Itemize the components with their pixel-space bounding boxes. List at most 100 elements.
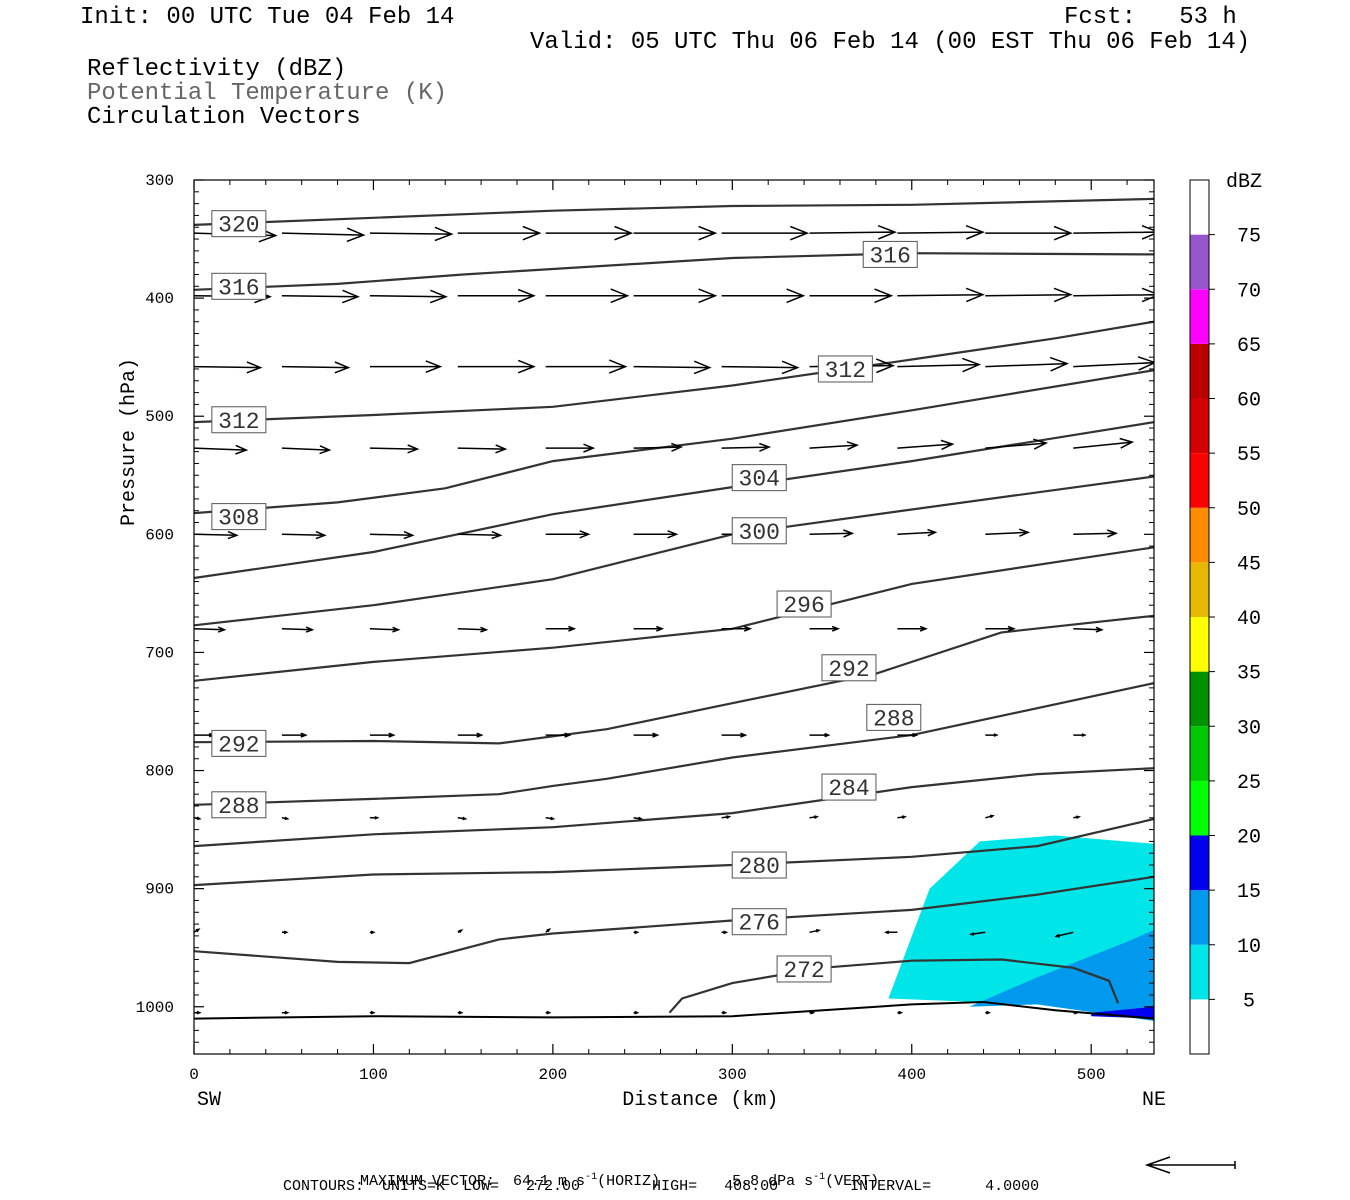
circulation-vector: [1073, 287, 1154, 303]
circulation-vector: [985, 528, 1031, 537]
circulation-vector: [194, 361, 263, 374]
circulation-vector: [897, 287, 985, 303]
circulation-vector: [369, 732, 396, 738]
circulation-vector: [1073, 529, 1119, 538]
x-tick-label: 0: [189, 1066, 199, 1084]
circulation-vector: [721, 288, 806, 304]
x-end-label-sw: SW: [197, 1089, 221, 1112]
colorbar-swatch-20: [1190, 780, 1209, 836]
colorbar-label: 25: [1237, 772, 1261, 795]
theta-contour-label-box: [731, 464, 787, 492]
y-tick-label: 400: [145, 290, 174, 308]
circulation-vector: [897, 625, 928, 632]
colorbar-label: 20: [1237, 827, 1261, 850]
circulation-vector: [897, 439, 955, 451]
circulation-vector: [985, 356, 1070, 372]
circulation-vector: [809, 224, 898, 240]
x-end-label-ne: NE: [1142, 1089, 1166, 1112]
circulation-vector: [281, 1010, 290, 1015]
colorbar-swatch-70: [1190, 234, 1209, 290]
theta-contour-label: 304: [739, 467, 780, 493]
circulation-vector: [985, 225, 1073, 241]
colorbar-swatch-30: [1190, 671, 1209, 727]
colorbar-label: 35: [1237, 663, 1261, 686]
circulation-vector: [897, 732, 919, 738]
colorbar-label: 15: [1237, 881, 1261, 904]
colorbar-title: dBZ: [1226, 171, 1262, 194]
max-vector-vert-value: 5.8 dPa s: [732, 1173, 814, 1190]
circulation-vector: [369, 360, 443, 373]
circulation-vector: [1073, 626, 1104, 633]
theta-contour-288: [194, 682, 1154, 806]
theta-contour-308: [194, 369, 1154, 515]
colorbar-swatch-65: [1190, 289, 1209, 344]
circulation-vector: [457, 626, 489, 633]
colorbar-swatch-55: [1190, 398, 1209, 454]
theta-contour-label-box: [211, 272, 267, 300]
colorbar-label: 40: [1237, 608, 1261, 631]
max-vector-horiz-value: MAXIMUM VECTOR: 64.1 m s: [360, 1173, 586, 1190]
colorbar-label: 45: [1237, 553, 1261, 576]
circulation-vector: [721, 625, 753, 632]
circulation-vector: [369, 930, 376, 935]
circulation-vector: [633, 625, 665, 632]
x-tick-label: 300: [718, 1066, 747, 1084]
theta-contour-label: 284: [828, 776, 869, 802]
max-vector-note: MAXIMUM VECTOR: 64.1 m s-1(HORIZ) 5.8 dP…: [342, 1158, 879, 1190]
theta-contour-label-box: [211, 791, 267, 819]
colorbar-swatch-5: [1190, 944, 1209, 1000]
colorbar-swatch-15: [1190, 835, 1209, 891]
circulation-vector: [545, 928, 552, 933]
theta-contour-label: 288: [218, 794, 259, 820]
circulation-vector: [194, 928, 201, 933]
circulation-vector: [457, 288, 536, 303]
theta-contour-label-box: [821, 773, 877, 801]
theta-contour-label: 316: [218, 275, 259, 301]
colorbar-swatch-60: [1190, 343, 1209, 399]
colorbar-label: 75: [1237, 226, 1261, 249]
circulation-vector: [281, 361, 351, 374]
circulation-vector: [985, 733, 999, 737]
circulation-vector: [633, 530, 679, 539]
circulation-vector: [281, 227, 366, 243]
theta-contour-label-box: [866, 703, 922, 731]
circulation-vector: [545, 359, 628, 374]
valid-time: Valid: 05 UTC Thu 06 Feb 14 (00 EST Thu …: [530, 29, 1251, 56]
theta-contour-label-box: [776, 590, 832, 618]
circulation-vector: [1073, 815, 1082, 820]
theta-contour-label-box: [817, 355, 873, 383]
circulation-vector: [721, 225, 810, 241]
circulation-vector: [457, 444, 508, 454]
theta-contour-label: 288: [873, 706, 914, 732]
circulation-vector: [721, 1010, 728, 1015]
y-tick-label: 700: [145, 644, 174, 662]
circulation-vector: [633, 1010, 640, 1015]
circulation-vector: [281, 732, 308, 738]
field-label-theta: Potential Temperature (K): [87, 80, 448, 107]
colorbar-swatch-10: [1190, 890, 1209, 945]
circulation-vector: [809, 288, 894, 304]
circulation-vector: [721, 930, 729, 935]
theta-contour-label: 272: [783, 958, 824, 984]
circulation-vector: [633, 225, 718, 241]
circulation-vector: [721, 442, 772, 452]
colorbar-label: 30: [1237, 717, 1261, 740]
theta-contour-312: [194, 320, 1154, 424]
theta-contour-label-box: [211, 406, 267, 434]
field-label-vectors: Circulation Vectors: [87, 104, 361, 131]
circulation-vector: [281, 289, 360, 304]
circulation-vector: [545, 732, 572, 738]
theta-contour-label-box: [731, 517, 787, 545]
theta-contour-label-box: [731, 851, 787, 879]
circulation-vector: [809, 815, 820, 819]
init-time: Init: 00 UTC Tue 04 Feb 14: [80, 4, 455, 31]
theta-contour-284: [194, 767, 1154, 848]
theta-contour-304: [194, 421, 1154, 580]
circulation-vector: [985, 438, 1049, 450]
max-vector-horiz-label: (HORIZ): [597, 1173, 661, 1190]
field-label-reflectivity: Reflectivity (dBZ): [87, 56, 347, 83]
circulation-vector: [1073, 224, 1154, 240]
theta-contour-label: 300: [739, 520, 780, 546]
circulation-vector: [281, 816, 290, 821]
circulation-vector: [545, 816, 556, 821]
